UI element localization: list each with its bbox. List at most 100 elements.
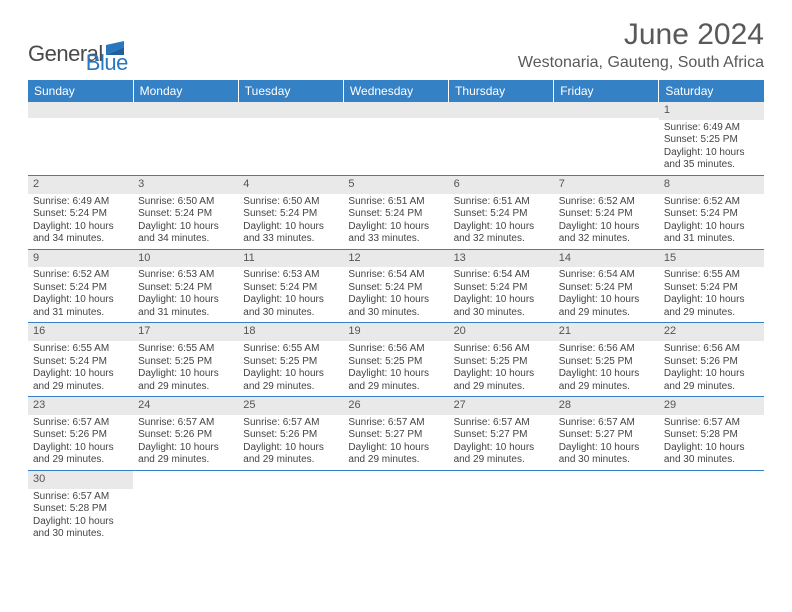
- day-cell: 7Sunrise: 6:52 AMSunset: 5:24 PMDaylight…: [554, 175, 659, 249]
- day-details: Sunrise: 6:49 AMSunset: 5:24 PMDaylight:…: [28, 194, 133, 249]
- day-number: 20: [449, 323, 554, 341]
- day-details: Sunrise: 6:57 AMSunset: 5:27 PMDaylight:…: [554, 415, 659, 470]
- day-details: Sunrise: 6:52 AMSunset: 5:24 PMDaylight:…: [659, 194, 764, 249]
- daylight-text-2: and 30 minutes.: [454, 307, 549, 320]
- day-cell: 3Sunrise: 6:50 AMSunset: 5:24 PMDaylight…: [133, 175, 238, 249]
- sunset-text: Sunset: 5:24 PM: [348, 282, 443, 295]
- day-details: Sunrise: 6:49 AMSunset: 5:25 PMDaylight:…: [659, 120, 764, 175]
- day-cell: [28, 102, 133, 175]
- day-header-row: Sunday Monday Tuesday Wednesday Thursday…: [28, 80, 764, 102]
- day-cell: 25Sunrise: 6:57 AMSunset: 5:26 PMDayligh…: [238, 397, 343, 471]
- week-row: 30Sunrise: 6:57 AMSunset: 5:28 PMDayligh…: [28, 470, 764, 543]
- day-header: Saturday: [659, 80, 764, 102]
- sunset-text: Sunset: 5:26 PM: [664, 356, 759, 369]
- calendar-table: Sunday Monday Tuesday Wednesday Thursday…: [28, 80, 764, 544]
- day-details: Sunrise: 6:56 AMSunset: 5:25 PMDaylight:…: [449, 341, 554, 396]
- day-cell: 20Sunrise: 6:56 AMSunset: 5:25 PMDayligh…: [449, 323, 554, 397]
- day-details: Sunrise: 6:56 AMSunset: 5:25 PMDaylight:…: [343, 341, 448, 396]
- day-number: 3: [133, 176, 238, 194]
- day-cell: [133, 102, 238, 175]
- daylight-text-2: and 32 minutes.: [559, 233, 654, 246]
- day-cell: [343, 470, 448, 543]
- sunrise-text: Sunrise: 6:57 AM: [559, 417, 654, 430]
- sunset-text: Sunset: 5:28 PM: [664, 429, 759, 442]
- day-cell: 14Sunrise: 6:54 AMSunset: 5:24 PMDayligh…: [554, 249, 659, 323]
- daylight-text-1: Daylight: 10 hours: [348, 221, 443, 234]
- daylight-text-2: and 32 minutes.: [454, 233, 549, 246]
- day-header: Friday: [554, 80, 659, 102]
- sunset-text: Sunset: 5:24 PM: [664, 208, 759, 221]
- daylight-text-1: Daylight: 10 hours: [348, 294, 443, 307]
- daylight-text-2: and 29 minutes.: [348, 454, 443, 467]
- day-cell: [343, 102, 448, 175]
- daylight-text-2: and 29 minutes.: [33, 454, 128, 467]
- day-details: Sunrise: 6:57 AMSunset: 5:28 PMDaylight:…: [659, 415, 764, 470]
- sunrise-text: Sunrise: 6:54 AM: [454, 269, 549, 282]
- day-details: Sunrise: 6:57 AMSunset: 5:26 PMDaylight:…: [133, 415, 238, 470]
- sunset-text: Sunset: 5:25 PM: [559, 356, 654, 369]
- day-number: 14: [554, 250, 659, 268]
- sunrise-text: Sunrise: 6:50 AM: [138, 196, 233, 209]
- day-number: 7: [554, 176, 659, 194]
- day-details: Sunrise: 6:55 AMSunset: 5:24 PMDaylight:…: [28, 341, 133, 396]
- sunset-text: Sunset: 5:27 PM: [348, 429, 443, 442]
- daylight-text-1: Daylight: 10 hours: [664, 368, 759, 381]
- daylight-text-1: Daylight: 10 hours: [559, 294, 654, 307]
- daylight-text-2: and 29 minutes.: [454, 454, 549, 467]
- day-details: Sunrise: 6:56 AMSunset: 5:26 PMDaylight:…: [659, 341, 764, 396]
- week-row: 23Sunrise: 6:57 AMSunset: 5:26 PMDayligh…: [28, 397, 764, 471]
- daylight-text-2: and 29 minutes.: [454, 381, 549, 394]
- daylight-text-1: Daylight: 10 hours: [664, 147, 759, 160]
- day-cell: 4Sunrise: 6:50 AMSunset: 5:24 PMDaylight…: [238, 175, 343, 249]
- sunset-text: Sunset: 5:28 PM: [33, 503, 128, 516]
- daylight-text-1: Daylight: 10 hours: [243, 294, 338, 307]
- sunset-text: Sunset: 5:25 PM: [138, 356, 233, 369]
- day-cell: 2Sunrise: 6:49 AMSunset: 5:24 PMDaylight…: [28, 175, 133, 249]
- daylight-text-2: and 35 minutes.: [664, 159, 759, 172]
- day-details: Sunrise: 6:55 AMSunset: 5:24 PMDaylight:…: [659, 267, 764, 322]
- daylight-text-1: Daylight: 10 hours: [559, 221, 654, 234]
- day-number: 22: [659, 323, 764, 341]
- day-cell: 15Sunrise: 6:55 AMSunset: 5:24 PMDayligh…: [659, 249, 764, 323]
- sunrise-text: Sunrise: 6:57 AM: [138, 417, 233, 430]
- day-header: Wednesday: [343, 80, 448, 102]
- sunset-text: Sunset: 5:24 PM: [454, 282, 549, 295]
- sunset-text: Sunset: 5:24 PM: [243, 208, 338, 221]
- sunrise-text: Sunrise: 6:57 AM: [33, 491, 128, 504]
- day-header: Sunday: [28, 80, 133, 102]
- day-number-empty: [133, 102, 238, 118]
- sunrise-text: Sunrise: 6:56 AM: [664, 343, 759, 356]
- day-details: Sunrise: 6:52 AMSunset: 5:24 PMDaylight:…: [28, 267, 133, 322]
- day-number-empty: [238, 102, 343, 118]
- daylight-text-1: Daylight: 10 hours: [243, 368, 338, 381]
- daylight-text-2: and 29 minutes.: [33, 381, 128, 394]
- day-cell: 11Sunrise: 6:53 AMSunset: 5:24 PMDayligh…: [238, 249, 343, 323]
- day-details: Sunrise: 6:57 AMSunset: 5:27 PMDaylight:…: [449, 415, 554, 470]
- sunrise-text: Sunrise: 6:57 AM: [664, 417, 759, 430]
- day-cell: 24Sunrise: 6:57 AMSunset: 5:26 PMDayligh…: [133, 397, 238, 471]
- day-details: Sunrise: 6:55 AMSunset: 5:25 PMDaylight:…: [133, 341, 238, 396]
- day-number: 19: [343, 323, 448, 341]
- title-block: June 2024 Westonaria, Gauteng, South Afr…: [518, 18, 764, 72]
- sunrise-text: Sunrise: 6:55 AM: [138, 343, 233, 356]
- daylight-text-1: Daylight: 10 hours: [138, 368, 233, 381]
- sunset-text: Sunset: 5:26 PM: [138, 429, 233, 442]
- daylight-text-2: and 34 minutes.: [138, 233, 233, 246]
- day-number-empty: [554, 102, 659, 118]
- daylight-text-2: and 29 minutes.: [243, 381, 338, 394]
- sunset-text: Sunset: 5:24 PM: [138, 282, 233, 295]
- sunset-text: Sunset: 5:24 PM: [33, 356, 128, 369]
- location-text: Westonaria, Gauteng, South Africa: [518, 54, 764, 72]
- daylight-text-2: and 30 minutes.: [243, 307, 338, 320]
- day-number: 12: [343, 250, 448, 268]
- daylight-text-2: and 33 minutes.: [348, 233, 443, 246]
- daylight-text-2: and 33 minutes.: [243, 233, 338, 246]
- day-cell: 21Sunrise: 6:56 AMSunset: 5:25 PMDayligh…: [554, 323, 659, 397]
- day-number-empty: [343, 102, 448, 118]
- sunrise-text: Sunrise: 6:55 AM: [33, 343, 128, 356]
- day-number-empty: [28, 102, 133, 118]
- daylight-text-2: and 29 minutes.: [559, 307, 654, 320]
- daylight-text-2: and 29 minutes.: [243, 454, 338, 467]
- daylight-text-1: Daylight: 10 hours: [33, 294, 128, 307]
- sunset-text: Sunset: 5:25 PM: [454, 356, 549, 369]
